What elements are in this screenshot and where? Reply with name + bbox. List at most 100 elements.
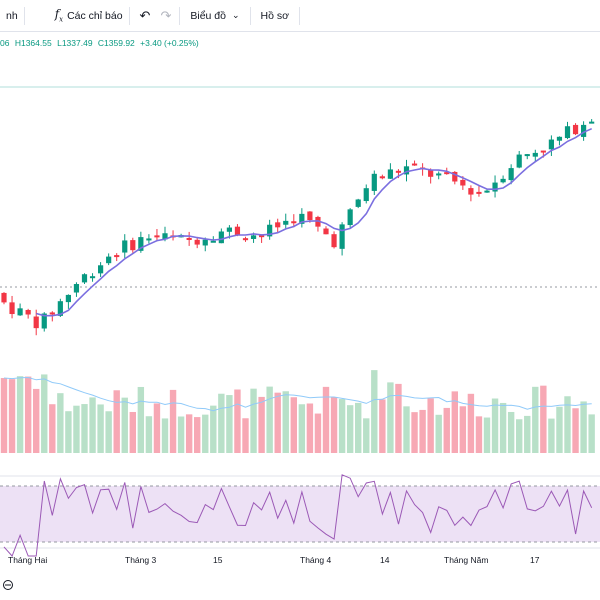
candle-body xyxy=(468,188,474,195)
volume-bar xyxy=(161,418,169,453)
candle-body xyxy=(41,313,47,329)
candle-body xyxy=(57,301,63,316)
candle-body xyxy=(218,231,224,244)
indicators-button[interactable]: fx Các chỉ báo xyxy=(25,0,129,31)
volume-bar xyxy=(89,397,96,453)
candle-body xyxy=(202,239,208,246)
toolbar-divider xyxy=(23,6,25,25)
chart-menu-label: Biểu đồ xyxy=(190,9,226,22)
volume-bar xyxy=(24,376,32,453)
candle-body xyxy=(98,265,104,274)
volume-bar xyxy=(169,389,177,453)
candle-body xyxy=(492,182,498,192)
volume-bar xyxy=(234,389,241,453)
undo-button[interactable]: ↶ xyxy=(130,0,156,31)
toolbar-divider xyxy=(128,6,130,25)
candle-body xyxy=(1,292,7,303)
rsi-line xyxy=(3,474,593,557)
toolbar-divider xyxy=(179,6,181,25)
candle-body xyxy=(226,227,232,232)
indicators-label: Các chỉ báo xyxy=(67,9,123,22)
toolbar-divider xyxy=(249,6,251,25)
volume-bar xyxy=(475,416,483,453)
volume-bar xyxy=(427,398,434,453)
ohlc-legend: 06 H1364.55 L1337.49 C1359.92 +3.40 (+0.… xyxy=(0,38,202,48)
volume-bar xyxy=(483,417,491,453)
volume-bar xyxy=(516,419,523,453)
candle-body xyxy=(73,284,80,293)
volume-bar xyxy=(113,390,120,453)
volume-bar xyxy=(49,404,56,453)
toolbar-item-cut[interactable]: nh xyxy=(0,0,24,31)
volume-bar xyxy=(322,386,330,453)
candle-body xyxy=(452,171,458,182)
candle-body xyxy=(331,234,337,248)
ohlc-open: 06 xyxy=(0,38,10,48)
volume-bar xyxy=(121,397,128,453)
volume-bar xyxy=(266,386,273,453)
volume-bar xyxy=(379,399,386,453)
candle-body xyxy=(81,274,88,283)
volume-bar xyxy=(0,378,8,453)
volume-bar xyxy=(194,417,201,453)
volume-ma-line xyxy=(3,376,592,412)
x-axis-label: Tháng Năm xyxy=(444,555,489,565)
profile-label: Hồ sơ xyxy=(260,9,290,22)
volume-bar xyxy=(242,418,249,453)
moving-average-line xyxy=(35,127,593,317)
volume-bar xyxy=(443,407,450,453)
x-axis-label: 14 xyxy=(380,555,390,565)
volume-bar xyxy=(387,382,394,453)
candle-body xyxy=(532,152,538,157)
candle-body xyxy=(299,213,305,224)
candlesticks xyxy=(1,119,595,336)
scroll-back-icon[interactable] xyxy=(2,579,14,591)
volume-bar xyxy=(129,411,136,453)
candle-body xyxy=(484,190,490,193)
volume-bar xyxy=(363,418,370,453)
candle-body xyxy=(114,255,120,258)
volume-bar xyxy=(330,397,338,453)
profile-button[interactable]: Hồ sơ xyxy=(251,0,299,31)
x-axis-label: Tháng 3 xyxy=(125,555,157,565)
volume-bar xyxy=(395,383,402,453)
toolbar-divider xyxy=(299,6,301,25)
x-axis-label: Tháng Hai xyxy=(8,555,48,565)
volume-bar xyxy=(467,393,475,453)
candle-body xyxy=(564,126,571,139)
volume-bar xyxy=(250,388,257,453)
volume-bar xyxy=(202,414,209,453)
candle-body xyxy=(17,308,23,316)
candle-body xyxy=(460,179,466,186)
candle-body xyxy=(242,238,249,241)
candle-body xyxy=(339,224,345,249)
volume-bar xyxy=(459,406,467,453)
x-axis-label: Tháng 4 xyxy=(300,555,332,565)
ohlc-high: H1364.55 xyxy=(14,38,52,48)
volume-bar xyxy=(548,418,555,453)
volume-bar xyxy=(306,403,314,453)
candle-body xyxy=(428,169,434,177)
volume-bar xyxy=(298,404,306,453)
candle-body xyxy=(315,216,321,227)
x-axis-label: 15 xyxy=(213,555,223,565)
candle-body xyxy=(210,240,216,243)
redo-button[interactable]: ↷ xyxy=(155,0,179,31)
candle-body xyxy=(589,121,595,124)
chart-menu-button[interactable]: Biểu đồ ⌄ xyxy=(180,0,249,31)
x-axis-label: 17 xyxy=(530,555,540,565)
volume-bar xyxy=(8,379,16,453)
volume-bar xyxy=(564,396,571,453)
candle-body xyxy=(581,124,587,137)
volume-bar xyxy=(346,405,354,453)
volume-bar xyxy=(499,402,507,453)
candle-body xyxy=(291,221,297,224)
volume-bar xyxy=(16,376,24,453)
volume-bar xyxy=(81,404,88,453)
candle-body xyxy=(395,170,402,173)
volume-bar xyxy=(532,386,539,453)
candle-body xyxy=(49,312,55,315)
candle-body xyxy=(363,188,369,202)
candle-body xyxy=(259,235,265,238)
